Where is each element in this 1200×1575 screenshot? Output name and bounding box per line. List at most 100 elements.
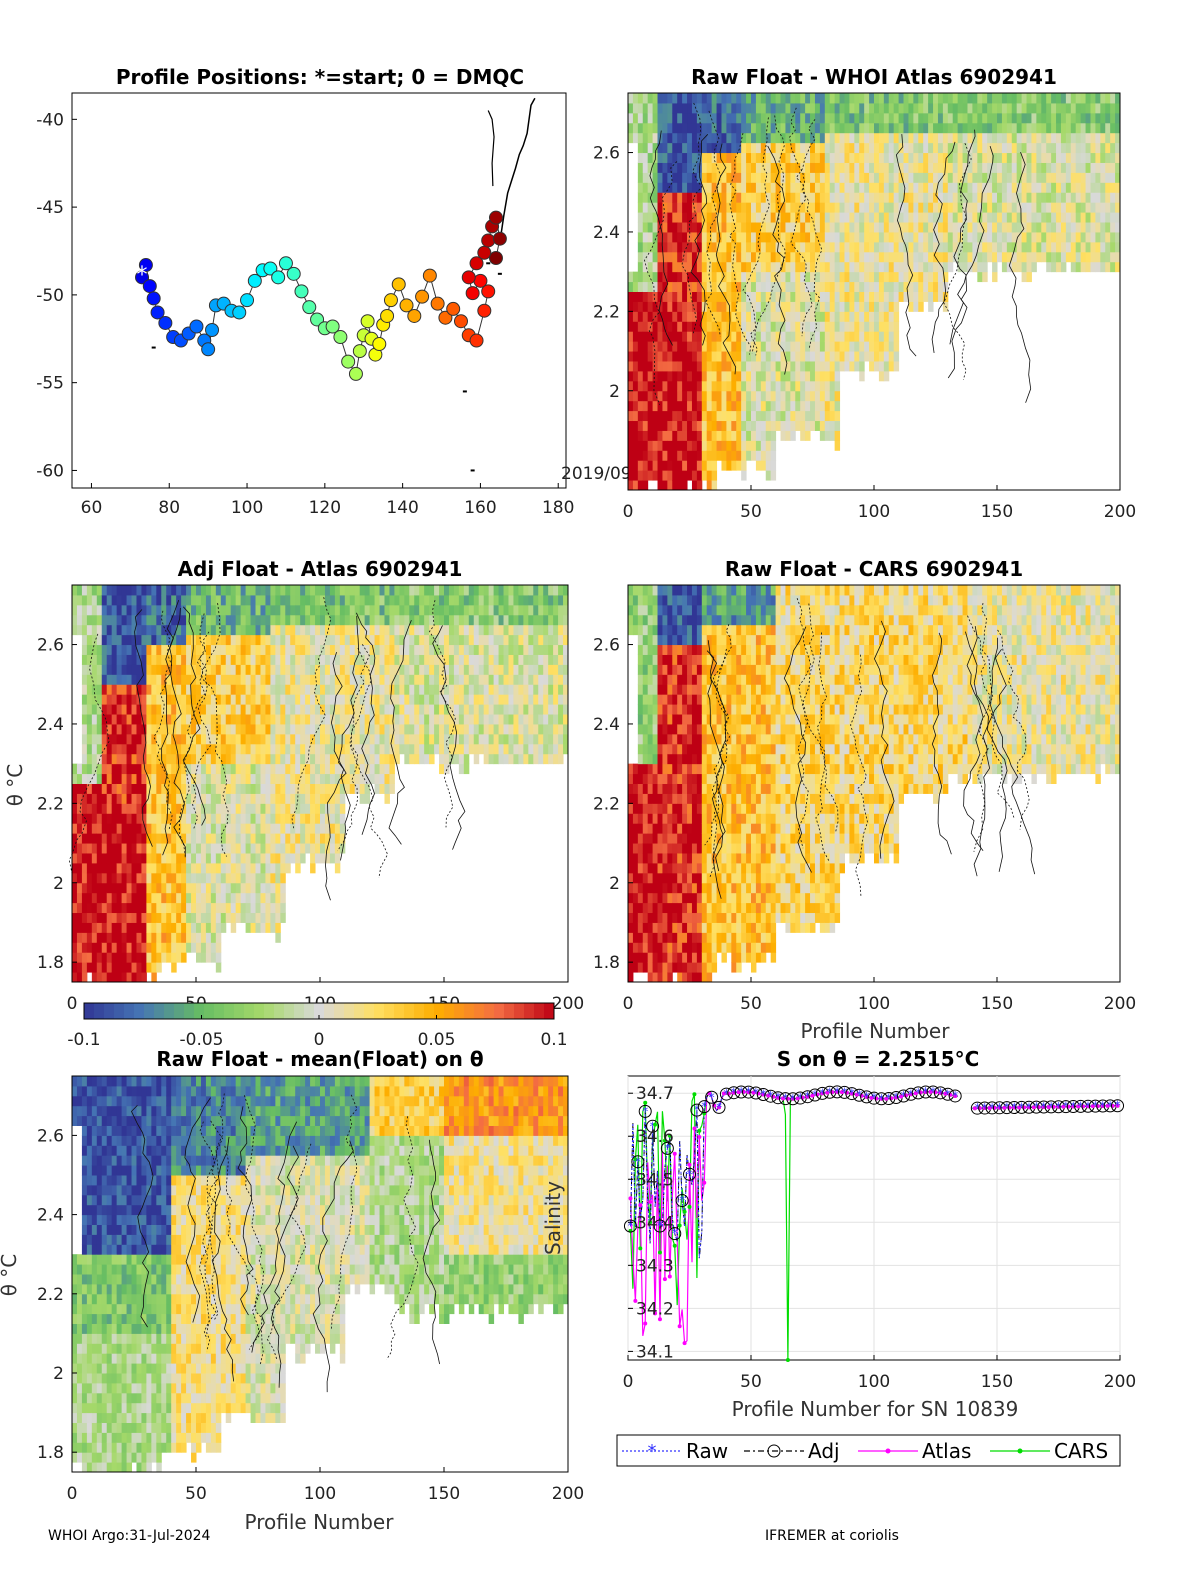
heatmap-cell bbox=[106, 694, 113, 705]
heatmap-cell bbox=[657, 142, 663, 154]
heatmap-cell bbox=[628, 480, 634, 491]
heatmap-cell bbox=[210, 753, 217, 765]
heatmap-cell bbox=[205, 892, 212, 904]
heatmap-cell bbox=[706, 460, 713, 471]
heatmap-cell bbox=[1115, 142, 1121, 154]
heatmap-cell bbox=[285, 723, 291, 735]
heatmap-cell bbox=[1085, 172, 1091, 183]
heatmap-cell bbox=[785, 202, 791, 213]
heatmap-cell bbox=[96, 962, 103, 973]
heatmap-cell bbox=[196, 604, 202, 616]
heatmap-cell bbox=[834, 231, 841, 243]
heatmap-cell bbox=[785, 192, 791, 203]
heatmap-cell bbox=[86, 932, 93, 943]
heatmap-cell bbox=[923, 202, 929, 213]
heatmap-cell bbox=[210, 634, 217, 646]
heatmap-cell bbox=[682, 430, 688, 441]
heatmap-cell bbox=[116, 872, 123, 884]
heatmap-cell bbox=[106, 793, 113, 804]
heatmap-cell bbox=[295, 753, 301, 765]
heatmap-cell bbox=[726, 122, 732, 134]
heatmap-cell bbox=[741, 470, 747, 481]
heatmap-cell bbox=[844, 251, 850, 263]
heatmap-cell bbox=[878, 93, 885, 104]
heatmap-cell bbox=[255, 704, 261, 715]
heatmap-cell bbox=[374, 654, 381, 665]
heatmap-cell bbox=[736, 222, 742, 233]
heatmap-cell bbox=[295, 704, 301, 715]
heatmap-cell bbox=[755, 222, 762, 233]
heatmap-cell bbox=[91, 634, 98, 646]
heatmap-cell bbox=[76, 932, 83, 943]
heatmap-cell bbox=[957, 152, 964, 163]
heatmap-cell bbox=[701, 251, 708, 263]
heatmap-cell bbox=[265, 723, 271, 735]
heatmap-cell bbox=[151, 763, 157, 775]
heatmap-cell bbox=[834, 430, 841, 441]
heatmap-cell bbox=[1115, 261, 1121, 273]
heatmap-cell bbox=[736, 192, 742, 203]
heatmap-cell bbox=[967, 132, 973, 144]
heatmap-cell bbox=[270, 743, 276, 755]
heatmap-cell bbox=[1026, 231, 1032, 243]
heatmap-cell bbox=[300, 753, 306, 765]
heatmap-cell bbox=[632, 321, 639, 332]
heatmap-cell bbox=[829, 430, 836, 441]
heatmap-cell bbox=[1006, 122, 1013, 134]
heatmap-cell bbox=[721, 420, 727, 431]
heatmap-cell bbox=[141, 922, 147, 933]
heatmap-cell bbox=[1060, 261, 1067, 273]
heatmap-cell bbox=[760, 202, 767, 213]
heatmap-cell bbox=[908, 172, 914, 183]
heatmap-cell bbox=[642, 212, 649, 223]
heatmap-cell bbox=[245, 843, 252, 854]
heatmap-cell bbox=[937, 172, 944, 183]
heatmap-cell bbox=[957, 192, 964, 203]
heatmap-cell bbox=[775, 192, 782, 203]
heatmap-cell bbox=[339, 813, 346, 824]
heatmap-cell bbox=[240, 892, 247, 904]
heatmap-cell bbox=[245, 684, 252, 695]
heatmap-cell bbox=[928, 241, 934, 253]
heatmap-cell bbox=[878, 251, 885, 263]
heatmap-cell bbox=[726, 460, 732, 471]
heatmap-cell bbox=[814, 222, 821, 233]
heatmap-cell bbox=[1026, 222, 1032, 233]
heatmap-cell bbox=[834, 122, 841, 134]
heatmap-cell bbox=[642, 430, 649, 441]
heatmap-cell bbox=[795, 222, 801, 233]
heatmap-cell bbox=[701, 460, 708, 471]
heatmap-cell bbox=[1100, 202, 1106, 213]
heatmap-cell bbox=[255, 614, 261, 626]
heatmap-cell bbox=[364, 733, 371, 745]
heatmap-cell bbox=[662, 331, 668, 342]
heatmap-cell bbox=[805, 93, 811, 104]
heatmap-cell bbox=[121, 585, 128, 596]
heatmap-cell bbox=[992, 132, 998, 144]
heatmap-cell bbox=[731, 212, 737, 223]
heatmap-cell bbox=[225, 882, 232, 894]
heatmap-cell bbox=[96, 882, 103, 894]
heatmap-cell bbox=[265, 694, 271, 705]
heatmap-cell bbox=[101, 773, 108, 784]
heatmap-cell bbox=[295, 843, 301, 854]
heatmap-cell bbox=[736, 410, 742, 422]
heatmap-cell bbox=[834, 291, 841, 302]
heatmap-cell bbox=[908, 271, 914, 283]
heatmap-cell bbox=[176, 733, 182, 745]
heatmap-cell bbox=[176, 862, 182, 874]
heatmap-cell bbox=[780, 212, 786, 223]
heatmap-cell bbox=[751, 102, 757, 114]
heatmap-cell bbox=[141, 694, 147, 705]
heatmap-cell bbox=[657, 212, 663, 223]
heatmap-cell bbox=[106, 753, 113, 765]
heatmap-cell bbox=[210, 743, 217, 755]
heatmap-cell bbox=[156, 614, 162, 626]
heatmap-cell bbox=[200, 852, 207, 864]
heatmap-cell bbox=[191, 644, 197, 655]
heatmap-cell bbox=[141, 803, 147, 814]
heatmap-cell bbox=[677, 470, 683, 481]
heatmap-cell bbox=[721, 212, 727, 223]
heatmap-cell bbox=[854, 122, 860, 134]
heatmap-cell bbox=[628, 440, 634, 451]
